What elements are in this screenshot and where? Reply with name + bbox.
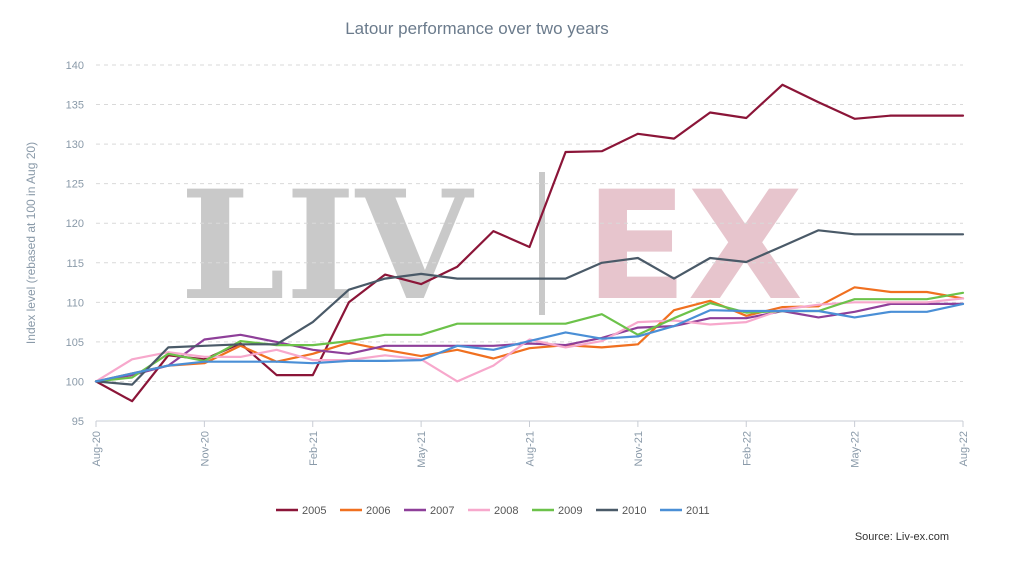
watermark-divider	[539, 172, 545, 315]
legend-label-2009: 2009	[558, 505, 582, 517]
y-axis-label: Index level (rebased at 100 in Aug 20)	[24, 142, 38, 344]
legend-label-2006: 2006	[366, 505, 390, 517]
y-tick-label: 120	[66, 218, 84, 230]
x-tick-label: Feb-21	[308, 431, 320, 466]
y-tick-label: 130	[66, 139, 84, 151]
series-line-2007	[94, 302, 965, 383]
series-line-2006	[94, 286, 965, 383]
watermark-ex: EX	[585, 160, 803, 334]
y-tick-label: 135	[66, 100, 84, 112]
series-line-2011	[94, 302, 965, 383]
source-note: Source: Liv-ex.com	[855, 531, 949, 543]
x-tick-label: Feb-22	[741, 431, 753, 466]
series-line-2008	[94, 297, 965, 383]
y-tick-label: 140	[66, 60, 84, 72]
y-tick-label: 95	[72, 416, 84, 428]
watermark-liv: LIV	[180, 158, 475, 334]
y-tick-label: 110	[66, 297, 84, 309]
x-tick-label: Aug-22	[958, 431, 970, 466]
legend-label-2011: 2011	[686, 505, 710, 517]
series-line-2010	[94, 229, 965, 386]
x-tick-label: May-22	[850, 431, 862, 468]
legend-label-2008: 2008	[494, 505, 518, 517]
legend-label-2010: 2010	[622, 505, 646, 517]
y-axis-ticks: 95 100 105 110 115 120 125 130 135 140	[66, 60, 84, 428]
y-tick-label: 100	[66, 376, 84, 388]
legend-label-2005: 2005	[302, 505, 326, 517]
y-tick-label: 105	[66, 337, 84, 349]
y-tick-label: 115	[66, 258, 84, 270]
x-tick-label: May-21	[416, 431, 428, 468]
x-tick-label: Aug-21	[525, 431, 537, 466]
x-axis-ticks: Aug-20 Nov-20 Feb-21 May-21 Aug-21 Nov-21 Feb-…	[91, 421, 970, 468]
x-tick-label: Nov-21	[633, 431, 645, 466]
x-tick-label: Aug-20	[91, 431, 103, 466]
watermark: LIV EX	[180, 158, 803, 334]
legend: 2005 2006 2007 2008 2009 2010 2011	[276, 505, 710, 517]
series-lines	[94, 83, 965, 403]
chart-title: Latour performance over two years	[345, 19, 609, 38]
x-tick-label: Nov-20	[199, 431, 211, 466]
y-tick-label: 125	[66, 179, 84, 191]
legend-label-2007: 2007	[430, 505, 454, 517]
